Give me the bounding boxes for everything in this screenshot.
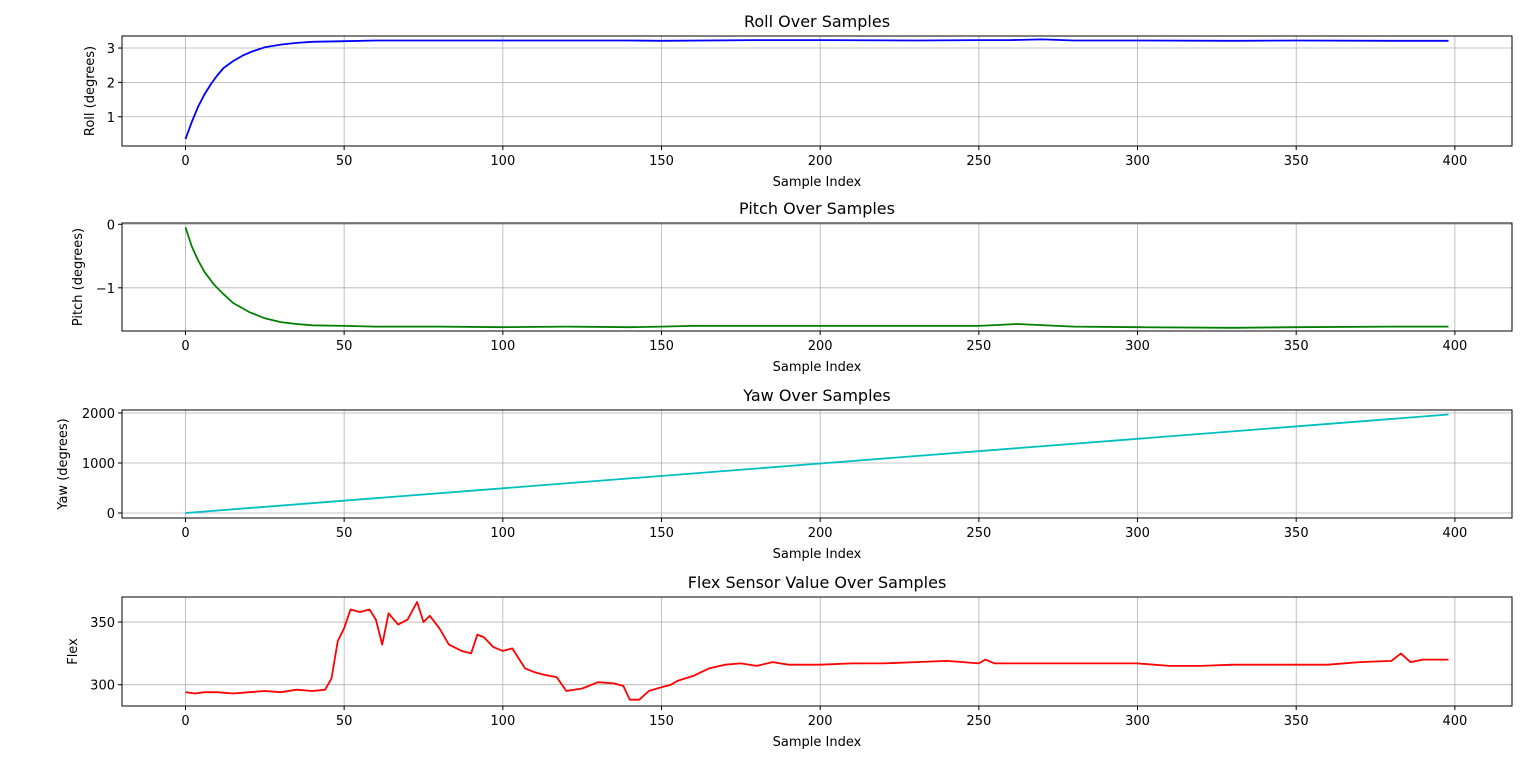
- x-tick-label: 400: [1442, 714, 1467, 729]
- y-tick-label: 2000: [82, 407, 115, 422]
- x-tick-label: 250: [966, 526, 991, 541]
- y-tick-label: 300: [90, 679, 115, 694]
- y-axis-label: Pitch (degrees): [71, 228, 86, 326]
- x-axis-label: Sample Index: [773, 175, 862, 190]
- x-tick-label: 200: [808, 714, 833, 729]
- x-tick-label: 50: [336, 526, 353, 541]
- x-tick-label: 50: [336, 714, 353, 729]
- y-tick-label: 1000: [82, 457, 115, 472]
- chart-title: Yaw Over Samples: [742, 386, 890, 405]
- x-tick-label: 100: [490, 339, 515, 354]
- x-tick-label: 50: [336, 339, 353, 354]
- y-axis-label: Yaw (degrees): [56, 418, 71, 510]
- x-tick-label: 300: [1125, 339, 1150, 354]
- x-tick-label: 400: [1442, 526, 1467, 541]
- x-tick-label: 0: [181, 339, 189, 354]
- chart-panel-3: 0 50 100 150 200 250 300 350 400 0 1000 2000 Yaw Ove…: [56, 386, 1513, 562]
- x-tick-label: 350: [1284, 154, 1309, 169]
- chart-panel-4: 0 50 100 150 200 250 300 350 400 300 350 Flex Senso…: [66, 573, 1513, 750]
- chart-title: Roll Over Samples: [744, 12, 890, 31]
- y-tick-label: 2: [107, 76, 115, 91]
- x-tick-label: 100: [490, 526, 515, 541]
- x-tick-label: 250: [966, 154, 991, 169]
- x-tick-label: 200: [808, 339, 833, 354]
- x-tick-label: 0: [181, 154, 189, 169]
- x-tick-label: 300: [1125, 714, 1150, 729]
- x-axis-label: Sample Index: [773, 547, 862, 562]
- x-tick-label: 200: [808, 154, 833, 169]
- series-line: [185, 601, 1449, 701]
- axes-frame: [121, 409, 1513, 519]
- series-line: [184, 38, 1449, 140]
- series-line: [185, 413, 1449, 514]
- x-tick-label: 250: [966, 714, 991, 729]
- y-tick-label: 1: [107, 111, 115, 126]
- x-tick-label: 150: [649, 154, 674, 169]
- x-tick-label: 0: [181, 714, 189, 729]
- x-tick-label: 250: [966, 339, 991, 354]
- x-axis-label: Sample Index: [773, 735, 862, 750]
- x-tick-label: 400: [1442, 339, 1467, 354]
- y-tick-label: 0: [107, 218, 115, 233]
- x-axis-label: Sample Index: [773, 360, 862, 375]
- chart-panel-2: 0 50 100 150 200 250 300 350 400 0 −1 Pitch Over Sa…: [71, 199, 1513, 375]
- x-tick-label: 350: [1284, 339, 1309, 354]
- axes-frame: [121, 596, 1513, 707]
- chart-panel-1: 0 50 100 150 200 250 300 350 400 1 2 3 Roll Over Sam…: [83, 12, 1513, 190]
- x-tick-label: 300: [1125, 154, 1150, 169]
- x-tick-label: 200: [808, 526, 833, 541]
- axes-frame: [121, 222, 1513, 332]
- y-tick-label: 350: [90, 616, 115, 631]
- x-tick-label: 350: [1284, 526, 1309, 541]
- x-tick-label: 0: [181, 526, 189, 541]
- axes-frame: [121, 35, 1513, 147]
- x-tick-label: 100: [490, 154, 515, 169]
- chart-title: Flex Sensor Value Over Samples: [688, 573, 947, 592]
- x-tick-label: 150: [649, 339, 674, 354]
- chart-title: Pitch Over Samples: [739, 199, 895, 218]
- y-axis-label: Flex: [66, 638, 81, 665]
- y-axis-label: Roll (degrees): [83, 46, 98, 136]
- x-tick-label: 350: [1284, 714, 1309, 729]
- y-tick-label: 0: [107, 507, 115, 522]
- x-tick-label: 50: [336, 154, 353, 169]
- x-tick-label: 150: [649, 714, 674, 729]
- x-tick-label: 150: [649, 526, 674, 541]
- series-line: [184, 227, 1449, 329]
- x-tick-label: 400: [1442, 154, 1467, 169]
- y-tick-label: 3: [107, 42, 115, 57]
- y-tick-label: −1: [96, 282, 115, 297]
- x-tick-label: 100: [490, 714, 515, 729]
- x-tick-label: 300: [1125, 526, 1150, 541]
